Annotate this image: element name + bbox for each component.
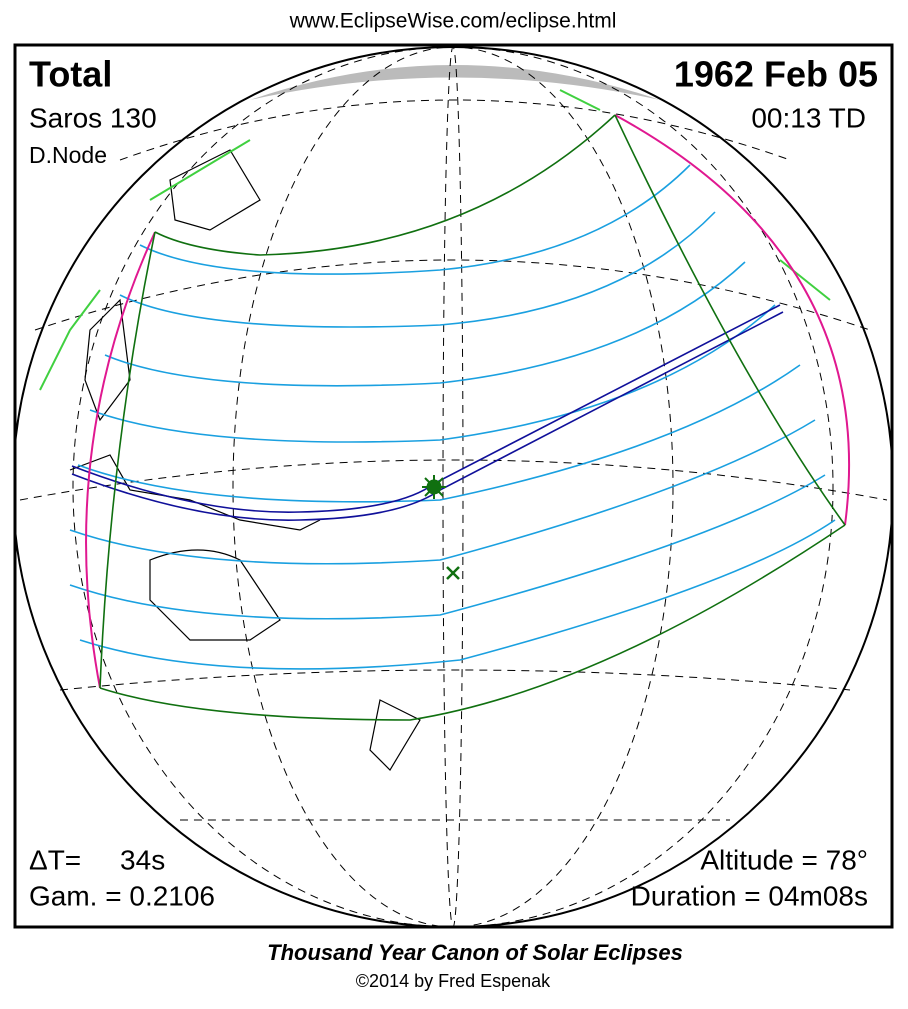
delta-t: ΔT= 34s <box>29 844 165 875</box>
time: 00:13 TD <box>751 102 866 133</box>
saros: Saros 130 <box>29 102 157 133</box>
footer-title: Thousand Year Canon of Solar Eclipses <box>267 940 683 965</box>
frame <box>13 43 894 929</box>
copyright: ©2014 by Fred Espenak <box>356 971 551 991</box>
date: 1962 Feb 05 <box>674 54 878 95</box>
url: www.EclipseWise.com/eclipse.html <box>289 10 617 33</box>
eclipse-type: Total <box>29 54 112 95</box>
node: D.Node <box>29 142 107 168</box>
gamma: Gam. = 0.2106 <box>29 880 215 911</box>
globe <box>15 46 892 927</box>
duration: Duration = 04m08s <box>631 880 868 911</box>
altitude: Altitude = 78° <box>700 844 868 875</box>
